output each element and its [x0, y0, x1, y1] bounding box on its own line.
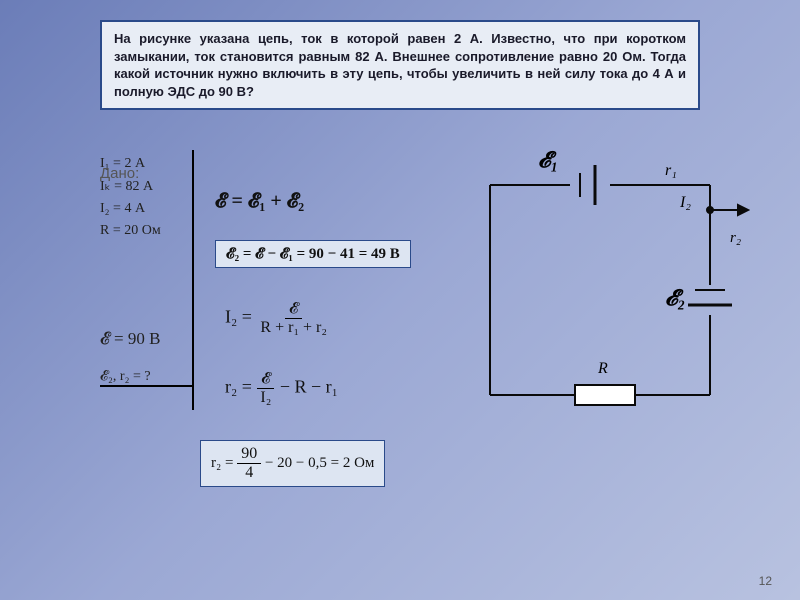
- eq-r2r-lhs: r₂ =: [211, 455, 233, 471]
- circuit-label-R: R: [598, 360, 608, 378]
- circuit-label-E1: 𝓔₁: [538, 147, 558, 173]
- eq-r2-num: 𝓔: [257, 370, 274, 389]
- circuit-I2-label: I₂: [679, 194, 691, 211]
- given-R: R = 20 Ом: [100, 223, 161, 239]
- eq-r2-den: I₂: [256, 389, 275, 407]
- eq-r2-result: r₂ = 90 4 − 20 − 0,5 = 2 Ом: [200, 440, 385, 487]
- given-hdivider: [100, 385, 192, 387]
- problem-text: На рисунке указана цепь, ток в которой р…: [114, 31, 686, 99]
- eq-total-emf: 𝓔 = 𝓔₁ + 𝓔₂: [215, 190, 304, 213]
- eq-r2: r₂ = 𝓔 I₂ − R − r₁: [225, 370, 338, 407]
- page-number: 12: [759, 574, 772, 588]
- eq-r2-lhs: r₂ =: [225, 377, 252, 397]
- eq-r2-rest: − R − r₁: [280, 377, 338, 397]
- given-divider: [192, 150, 194, 410]
- eq-e2-box: 𝓔₂ = 𝓔 − 𝓔₁ = 90 − 41 = 49 В: [215, 240, 411, 268]
- eq-I2-den: R + r₁ + r₂: [256, 319, 331, 337]
- eq-I2-num: 𝓔: [285, 300, 302, 319]
- eq-I2: I₂ = 𝓔 R + r₁ + r₂: [225, 300, 331, 337]
- given-I2: I₂ = 4 А: [100, 201, 161, 217]
- eq-r2r-den: 4: [241, 464, 257, 482]
- given-find: 𝓔₂, r₂ = ?: [100, 369, 161, 385]
- eq-r2r-rest: − 20 − 0,5 = 2 Ом: [265, 455, 374, 471]
- circuit-label-r2: r₂: [730, 230, 741, 247]
- eq-I2-lhs: I₂ =: [225, 307, 252, 327]
- eq-r2-frac: 𝓔 I₂: [256, 370, 275, 407]
- circuit-diagram: r₁ I₂ 𝓔₁ r₂ 𝓔₂ R: [470, 155, 750, 435]
- circuit-label-E2: 𝓔₂: [665, 285, 685, 311]
- eq-I2-frac: 𝓔 R + r₁ + r₂: [256, 300, 331, 337]
- circuit-svg: r₁ I₂: [470, 155, 750, 435]
- given-E: 𝓔 = 90 В: [100, 329, 161, 349]
- eq-r2r-num: 90: [237, 445, 261, 464]
- problem-statement: На рисунке указана цепь, ток в которой р…: [100, 20, 700, 110]
- given-label: Дано:: [100, 165, 139, 182]
- circuit-r1-label: r₁: [665, 162, 677, 179]
- given-section: Дано: I₁ = 2 А Iₖ = 82 А I₂ = 4 А R = 20…: [100, 150, 161, 391]
- eq-r2r-frac: 90 4: [237, 445, 261, 482]
